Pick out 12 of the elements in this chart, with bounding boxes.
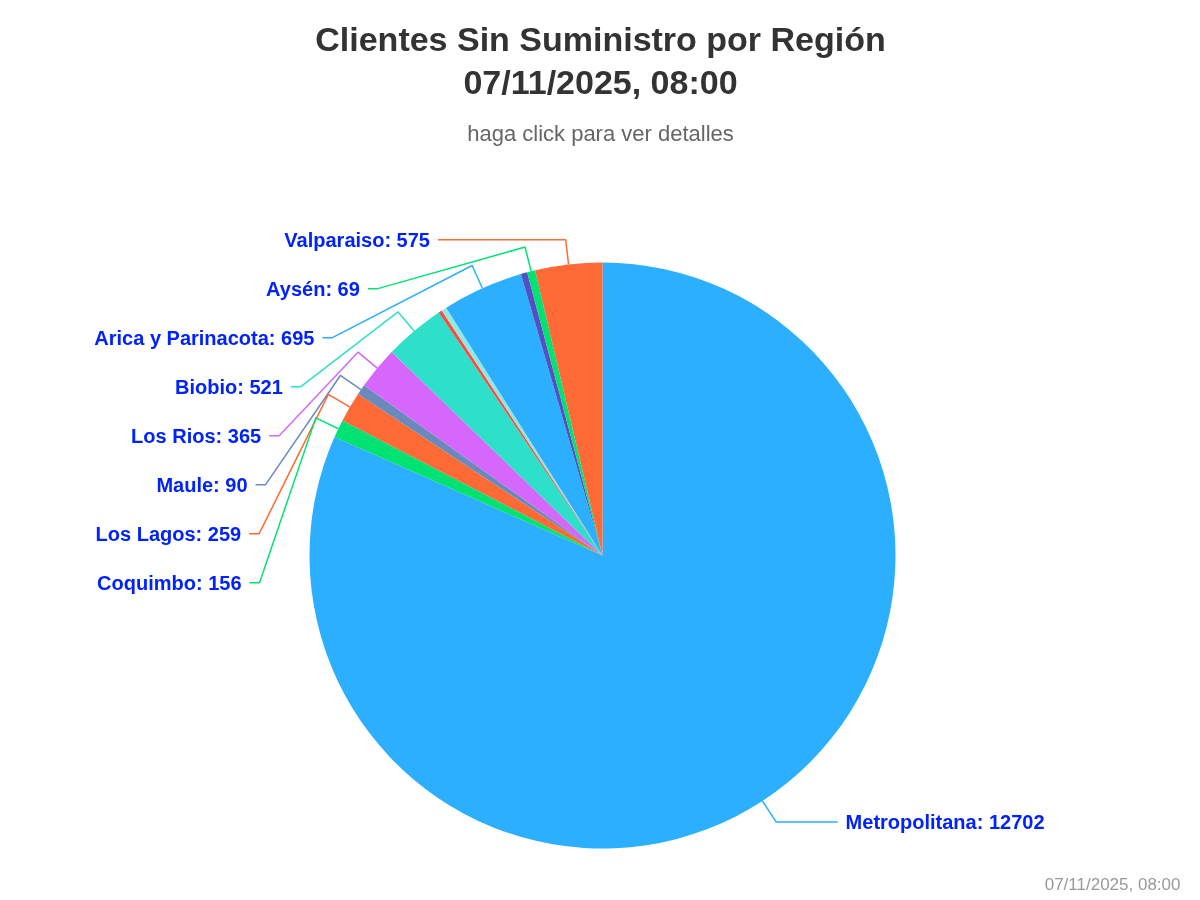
slice-label: Arica y Parinacota: 695 <box>94 326 315 349</box>
slice-label: Los Rios: 365 <box>131 424 262 447</box>
slice-label: Los Lagos: 259 <box>95 522 242 545</box>
chart-title: Clientes Sin Suministro por Región 07/11/2025, 08:00 <box>315 19 886 101</box>
slice-label: Coquimbo: 156 <box>97 571 242 594</box>
slice-label: Valparaiso: 575 <box>284 228 430 251</box>
slice-label: Aysén: 69 <box>266 277 360 300</box>
slice-label: Biobio: 521 <box>175 375 283 398</box>
text: 07/11/2025, 08:00 <box>1044 875 1181 894</box>
slice-label: Metropolitana: 12702 <box>845 810 1045 833</box>
slice-label: Maule: 90 <box>156 473 248 496</box>
chart-subtitle: haga click para ver detalles <box>467 121 734 146</box>
